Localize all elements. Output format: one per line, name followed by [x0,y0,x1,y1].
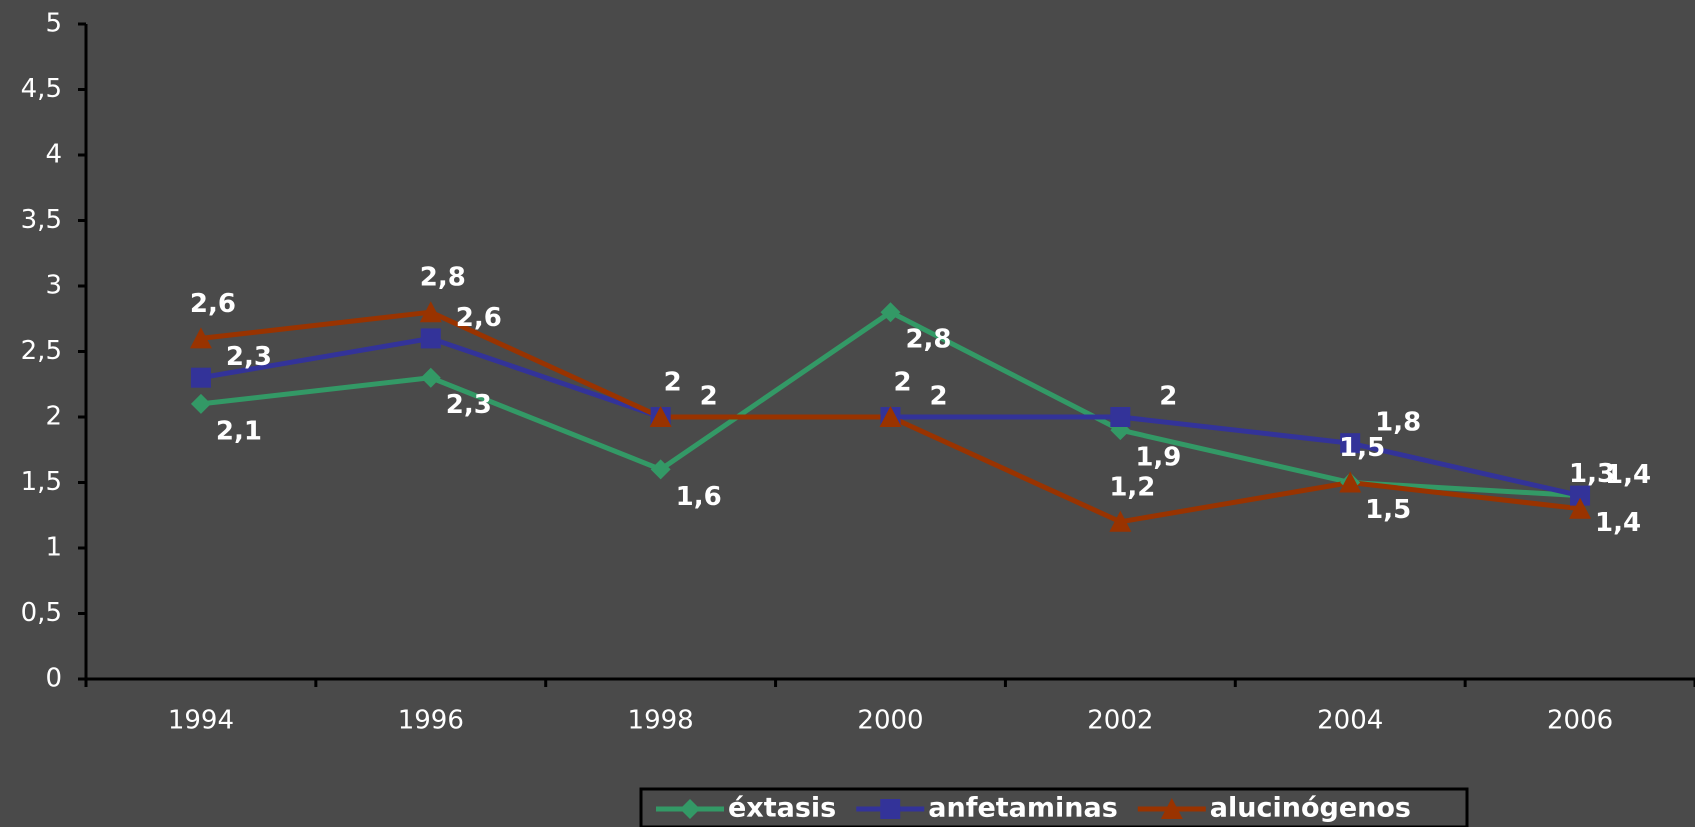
y-tick-label: 0,5 [21,598,62,628]
legend-label: anfetaminas [928,793,1118,824]
data-label: 2,8 [420,263,466,293]
x-tick-label: 2002 [1087,706,1153,736]
data-label: 2,3 [446,390,492,420]
marker [189,327,212,349]
data-label: 2 [700,382,718,412]
data-label: 2,6 [456,303,502,333]
data-label: 1,8 [1375,408,1421,438]
data-label: 1,4 [1595,508,1641,538]
data-label: 1,5 [1339,433,1385,463]
x-tick-label: 1998 [628,706,694,736]
data-label: 1,3 [1569,459,1615,489]
legend: éxtasis anfetaminas alucinógenos [639,787,1469,827]
x-tick-label: 2000 [857,706,923,736]
marker [1570,485,1591,506]
data-label: 2 [893,368,911,398]
legend-label: alucinógenos [1210,793,1411,824]
marker [1569,497,1592,519]
x-tick-label: 2004 [1317,706,1383,736]
marker [680,799,700,819]
data-label: 1,5 [1365,495,1411,525]
marker [190,367,211,388]
marker [1109,510,1132,532]
data-label: 2 [664,368,682,398]
data-label: 2,8 [905,325,951,355]
marker [419,301,442,323]
y-tick-label: 5 [45,9,62,39]
data-label: 2,1 [216,416,262,446]
data-label: 2,6 [190,289,236,319]
x-tick-label: 1994 [168,706,234,736]
data-label: 1,9 [1135,443,1181,473]
marker [880,302,901,323]
legend-box [639,787,1469,827]
y-tick-label: 2,5 [21,336,62,366]
marker [1339,471,1362,493]
data-label: 2 [929,382,947,412]
marker [190,393,211,414]
data-label: 1,2 [1109,472,1155,502]
marker [880,799,901,819]
data-label: 1,4 [1605,460,1651,490]
legend-label: éxtasis [728,793,836,824]
data-label: 2,3 [226,342,272,372]
marker [1110,407,1131,427]
marker [879,406,902,427]
marker [1340,433,1361,454]
x-tick-label: 2006 [1547,706,1613,736]
marker [420,367,441,388]
y-tick-label: 3,5 [21,205,62,235]
marker [649,406,672,427]
marker [650,459,671,480]
y-tick-label: 3 [45,271,62,301]
y-tick-label: 2 [45,402,62,432]
y-tick-label: 4 [45,140,62,170]
x-tick-label: 1996 [398,706,464,736]
y-tick-label: 1 [45,533,62,563]
y-tick-label: 0 [45,664,62,694]
data-label: 1,6 [676,482,722,512]
marker [1160,798,1183,819]
y-tick-label: 4,5 [21,74,62,104]
y-tick-label: 1,5 [21,467,62,497]
data-label: 2 [1159,382,1177,412]
marker [420,328,441,349]
